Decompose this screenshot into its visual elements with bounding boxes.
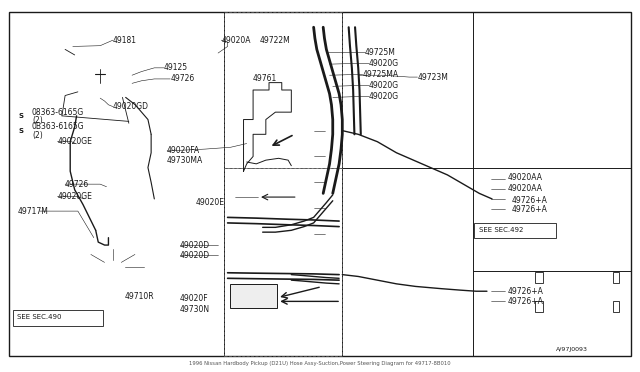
Text: 49020FA: 49020FA: [167, 147, 200, 155]
Text: SEE SEC.492: SEE SEC.492: [479, 227, 524, 233]
Bar: [536, 272, 543, 283]
Text: 49020GE: 49020GE: [58, 137, 92, 146]
Ellipse shape: [78, 115, 122, 124]
Text: 49020GE: 49020GE: [58, 192, 92, 201]
Text: 49717M: 49717M: [17, 206, 48, 216]
Text: 49726+A: 49726+A: [511, 196, 547, 205]
Text: SEE SEC.490: SEE SEC.490: [17, 314, 62, 320]
Circle shape: [263, 293, 272, 298]
Circle shape: [105, 185, 116, 191]
Circle shape: [480, 298, 492, 305]
Text: 49730N: 49730N: [180, 305, 210, 314]
Circle shape: [13, 126, 28, 135]
Ellipse shape: [484, 168, 497, 174]
Circle shape: [591, 275, 603, 282]
Circle shape: [13, 112, 28, 120]
Text: 49020D: 49020D: [180, 251, 210, 260]
Text: 49020G: 49020G: [369, 92, 399, 101]
FancyBboxPatch shape: [547, 261, 609, 323]
Circle shape: [310, 180, 317, 185]
Ellipse shape: [346, 25, 357, 30]
Text: 49761: 49761: [253, 74, 277, 83]
Circle shape: [310, 154, 317, 159]
Ellipse shape: [59, 45, 67, 52]
Ellipse shape: [225, 243, 234, 248]
Text: 08363-6165G: 08363-6165G: [32, 108, 84, 117]
Text: 49020AA: 49020AA: [508, 173, 543, 182]
FancyBboxPatch shape: [234, 189, 260, 205]
Text: 49710R: 49710R: [124, 292, 154, 301]
Text: (2): (2): [32, 116, 43, 125]
Ellipse shape: [260, 228, 271, 233]
Text: 49020E: 49020E: [196, 198, 225, 207]
Text: 49020A: 49020A: [221, 36, 251, 45]
Text: 49730MA: 49730MA: [167, 156, 204, 166]
Ellipse shape: [266, 84, 285, 96]
Text: 49726+A: 49726+A: [511, 205, 547, 215]
Ellipse shape: [346, 132, 357, 137]
Text: 49725MA: 49725MA: [363, 70, 399, 79]
Text: (2): (2): [32, 131, 43, 140]
Text: 49726: 49726: [65, 180, 90, 189]
Text: 49020F: 49020F: [180, 294, 209, 303]
Circle shape: [310, 232, 317, 236]
Circle shape: [553, 275, 564, 282]
Text: 49020GD: 49020GD: [113, 102, 149, 111]
Circle shape: [65, 168, 76, 174]
Ellipse shape: [500, 176, 510, 181]
Text: S: S: [18, 128, 23, 134]
Text: 49726+A: 49726+A: [508, 287, 544, 296]
Ellipse shape: [88, 94, 113, 101]
Text: 49020AA: 49020AA: [508, 185, 543, 193]
Bar: [474, 223, 556, 238]
Circle shape: [480, 206, 492, 212]
Ellipse shape: [95, 66, 106, 71]
Text: 49723M: 49723M: [417, 73, 449, 81]
Circle shape: [480, 175, 492, 182]
Ellipse shape: [526, 280, 538, 284]
Text: 0B363-6165G: 0B363-6165G: [32, 122, 84, 131]
Ellipse shape: [78, 78, 122, 87]
Circle shape: [101, 260, 125, 274]
Bar: [536, 301, 543, 311]
Text: 49020G: 49020G: [369, 81, 399, 90]
Text: 49722M: 49722M: [259, 36, 290, 45]
Bar: [225, 13, 342, 167]
Ellipse shape: [526, 270, 538, 275]
Polygon shape: [244, 83, 291, 171]
Text: 49020G: 49020G: [369, 59, 399, 68]
Bar: [613, 301, 620, 311]
Ellipse shape: [319, 192, 334, 199]
Text: 49125: 49125: [164, 63, 188, 72]
Text: S: S: [18, 113, 23, 119]
Bar: [230, 284, 277, 308]
Circle shape: [235, 293, 244, 298]
Text: 1996 Nissan Hardbody Pickup (D21U) Hose Assy-Suction,Power Steering Diagram for : 1996 Nissan Hardbody Pickup (D21U) Hose …: [189, 361, 451, 366]
Text: 49181: 49181: [113, 36, 137, 45]
Text: A/97J0093: A/97J0093: [556, 347, 588, 352]
Circle shape: [480, 186, 492, 192]
Bar: [13, 310, 103, 326]
Circle shape: [480, 196, 492, 202]
Circle shape: [591, 305, 603, 311]
Text: 49725M: 49725M: [365, 48, 396, 57]
Bar: [78, 83, 122, 119]
Ellipse shape: [526, 289, 538, 294]
Circle shape: [65, 240, 161, 295]
Circle shape: [65, 187, 76, 193]
Text: 49726+A: 49726+A: [508, 297, 544, 306]
Circle shape: [553, 305, 564, 311]
Circle shape: [82, 249, 144, 285]
Ellipse shape: [225, 253, 234, 258]
Circle shape: [310, 128, 317, 133]
Ellipse shape: [270, 87, 280, 93]
Circle shape: [310, 206, 317, 211]
FancyBboxPatch shape: [540, 256, 616, 328]
Bar: [613, 272, 620, 283]
Text: 49726: 49726: [170, 74, 195, 83]
Bar: [225, 167, 342, 356]
Text: 49020D: 49020D: [180, 241, 210, 250]
Circle shape: [480, 288, 492, 295]
Ellipse shape: [310, 24, 326, 31]
